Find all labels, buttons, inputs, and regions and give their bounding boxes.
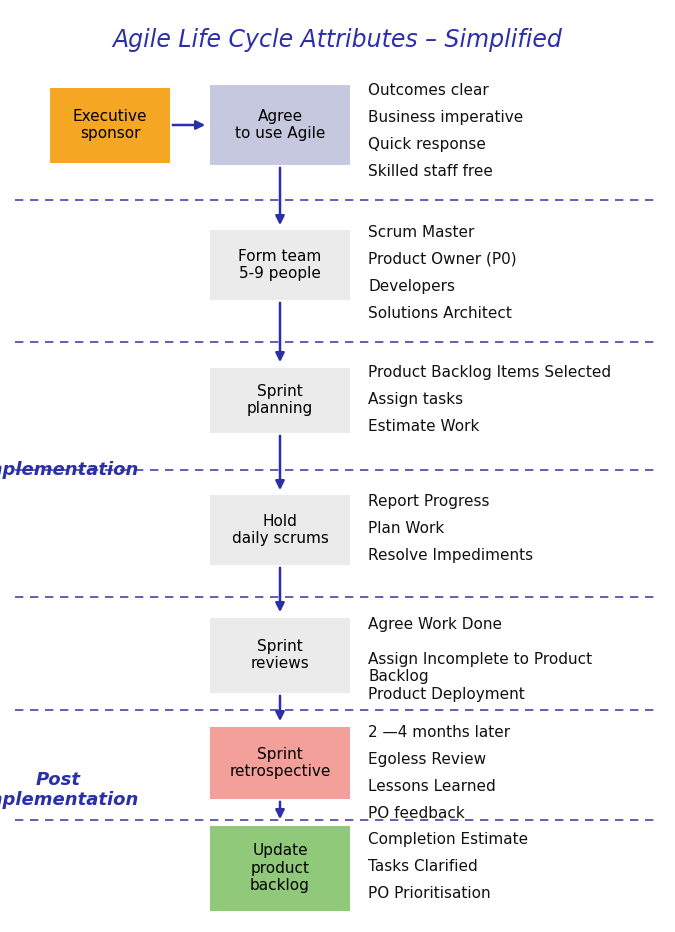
Text: Product Backlog Items Selected: Product Backlog Items Selected: [368, 365, 611, 380]
Text: Update
product
backlog: Update product backlog: [250, 843, 310, 893]
FancyBboxPatch shape: [210, 618, 350, 692]
Text: PO Prioritisation: PO Prioritisation: [368, 886, 491, 901]
FancyBboxPatch shape: [210, 727, 350, 799]
FancyBboxPatch shape: [50, 88, 170, 162]
Text: PO feedback: PO feedback: [368, 806, 465, 821]
Text: Hold
daily scrums: Hold daily scrums: [232, 514, 329, 546]
Text: Assign tasks: Assign tasks: [368, 392, 463, 407]
Text: Sprint
planning: Sprint planning: [247, 384, 313, 417]
Text: Product Owner (P0): Product Owner (P0): [368, 252, 516, 267]
Text: Agree
to use Agile: Agree to use Agile: [235, 109, 325, 142]
Text: Developers: Developers: [368, 279, 455, 294]
Text: Resolve Impediments: Resolve Impediments: [368, 548, 533, 563]
FancyBboxPatch shape: [210, 826, 350, 911]
FancyBboxPatch shape: [210, 230, 350, 300]
Text: Product Deployment: Product Deployment: [368, 687, 524, 702]
Text: Estimate Work: Estimate Work: [368, 419, 479, 434]
Text: Lessons Learned: Lessons Learned: [368, 779, 495, 794]
Text: Skilled staff free: Skilled staff free: [368, 164, 493, 179]
Text: 2 —4 months later: 2 —4 months later: [368, 725, 510, 740]
Text: Solutions Architect: Solutions Architect: [368, 306, 512, 321]
Text: Outcomes clear: Outcomes clear: [368, 83, 489, 98]
Text: Sprint
retrospective: Sprint retrospective: [230, 747, 331, 779]
Text: Form team
5-9 people: Form team 5-9 people: [238, 249, 321, 281]
Text: Scrum Master: Scrum Master: [368, 225, 475, 240]
Text: Assign Incomplete to Product
Backlog: Assign Incomplete to Product Backlog: [368, 652, 592, 684]
Text: Plan Work: Plan Work: [368, 521, 444, 536]
Text: Executive
sponsor: Executive sponsor: [73, 109, 147, 142]
FancyBboxPatch shape: [210, 495, 350, 565]
FancyBboxPatch shape: [210, 85, 350, 165]
Text: Sprint
reviews: Sprint reviews: [250, 638, 309, 671]
Text: Agree Work Done: Agree Work Done: [368, 617, 502, 632]
Text: Report Progress: Report Progress: [368, 494, 489, 509]
Text: Completion Estimate: Completion Estimate: [368, 832, 528, 847]
Text: Quick response: Quick response: [368, 137, 486, 152]
Text: Tasks Clarified: Tasks Clarified: [368, 859, 478, 874]
Text: Implementation: Implementation: [0, 461, 138, 479]
Text: Agile Life Cycle Attributes – Simplified: Agile Life Cycle Attributes – Simplified: [113, 28, 562, 52]
FancyBboxPatch shape: [210, 367, 350, 432]
Text: Post
Implementation: Post Implementation: [0, 771, 138, 809]
Text: Egoless Review: Egoless Review: [368, 752, 486, 767]
Text: Business imperative: Business imperative: [368, 110, 523, 125]
